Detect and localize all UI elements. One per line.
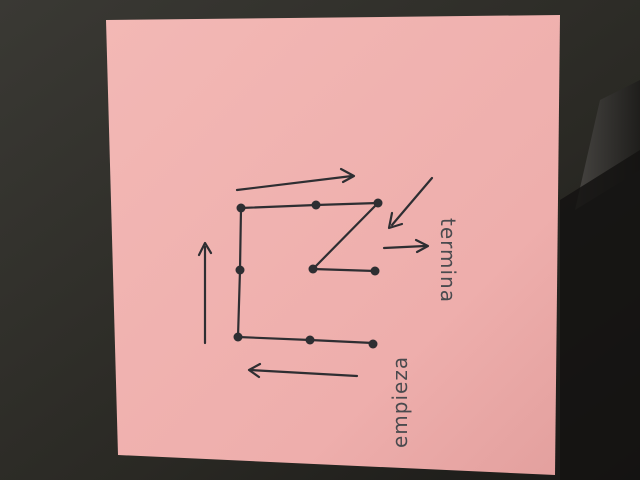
dot: [308, 264, 318, 274]
arrow-left-bottom-head: [247, 362, 262, 379]
object-shadow: [560, 150, 640, 480]
arrow-diagonal-head: [387, 211, 404, 230]
dot: [235, 265, 245, 275]
arrow-right-top: [235, 174, 354, 192]
arrow-right-top-head: [339, 167, 356, 184]
sticky-note: [106, 15, 560, 475]
label-end: termina: [436, 218, 460, 303]
dot: [370, 266, 380, 276]
drawing: [197, 167, 434, 379]
arrow-diagonal: [390, 176, 434, 227]
arrow-right-end-head: [414, 238, 430, 254]
dot: [233, 332, 243, 342]
dot: [311, 200, 321, 210]
label-start: empieza: [388, 356, 412, 448]
arrow-up-head: [197, 241, 213, 257]
dot: [373, 198, 383, 208]
dot: [368, 339, 378, 349]
arrow-left-bottom: [248, 368, 359, 378]
dots: [233, 198, 383, 349]
dot: [236, 203, 246, 213]
arrow-right-end: [382, 244, 427, 250]
dot: [305, 335, 315, 345]
